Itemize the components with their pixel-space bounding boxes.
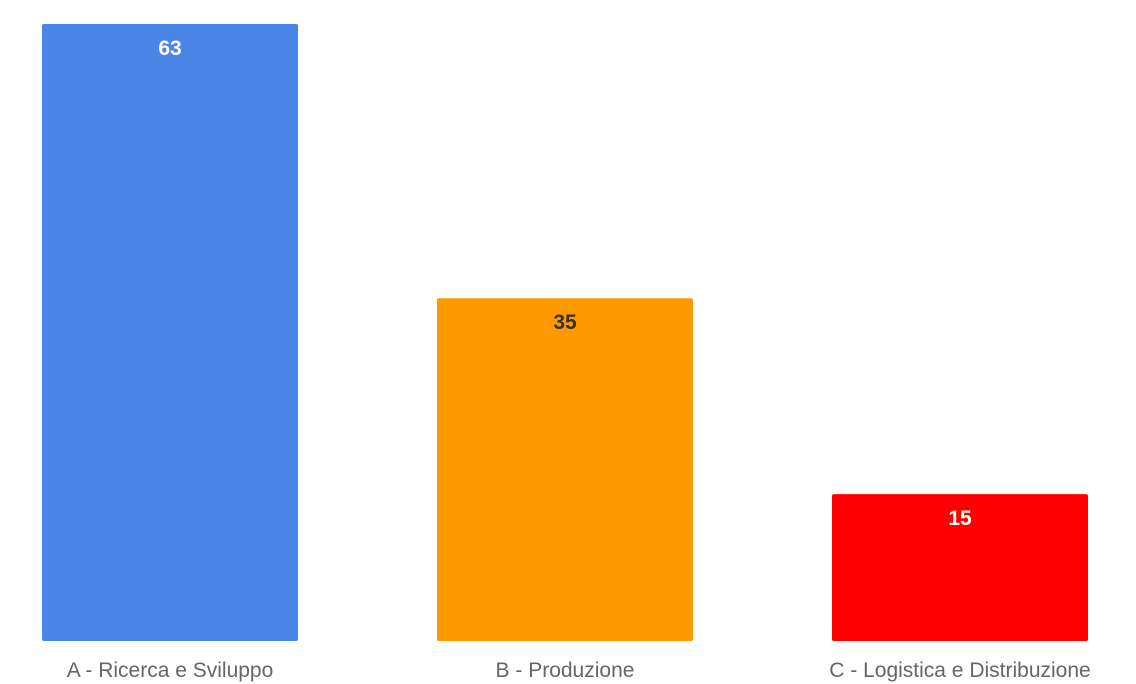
bar-2: [437, 298, 693, 641]
bar-3: [832, 494, 1088, 641]
bar-value-label-1: 63: [158, 37, 181, 60]
category-label-2: B - Produzione: [496, 659, 635, 682]
bar-value-label-2: 35: [553, 311, 577, 334]
bar-value-label-3: 15: [948, 507, 972, 530]
category-label-3: C - Logistica e Distribuzione: [829, 659, 1090, 682]
category-label-1: A - Ricerca e Sviluppo: [67, 659, 274, 682]
bar-1: [42, 24, 298, 641]
